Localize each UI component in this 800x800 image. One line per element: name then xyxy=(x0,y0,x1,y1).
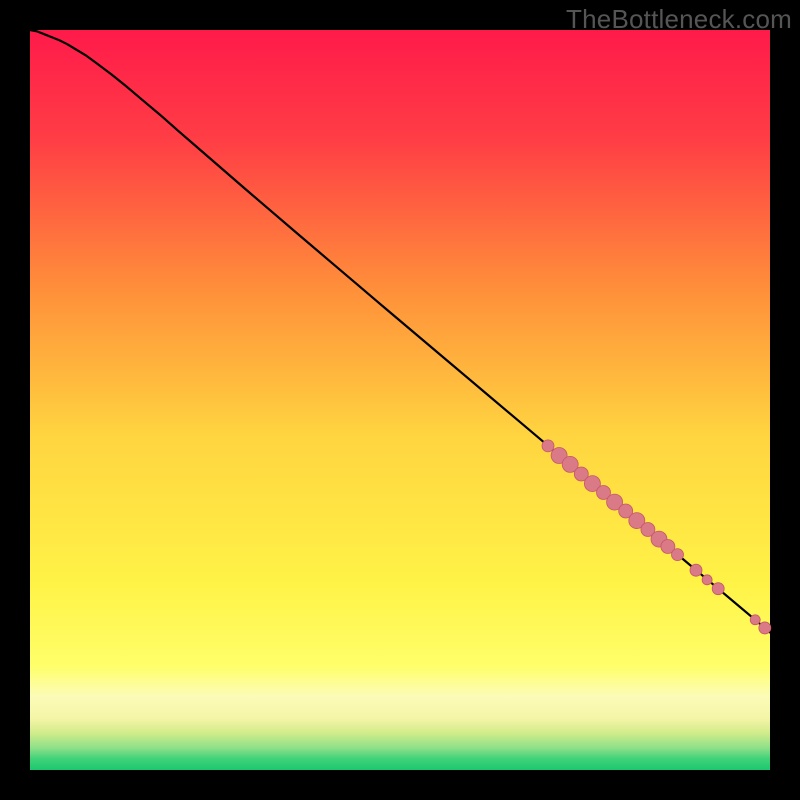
watermark-text: TheBottleneck.com xyxy=(566,4,792,35)
data-marker xyxy=(702,575,712,585)
chart-svg xyxy=(0,0,800,800)
data-marker xyxy=(759,622,771,634)
data-marker xyxy=(542,440,554,452)
data-marker xyxy=(672,549,684,561)
plot-background xyxy=(30,30,770,770)
data-marker xyxy=(750,615,760,625)
data-marker xyxy=(690,564,702,576)
chart-container: TheBottleneck.com xyxy=(0,0,800,800)
data-marker xyxy=(712,583,724,595)
